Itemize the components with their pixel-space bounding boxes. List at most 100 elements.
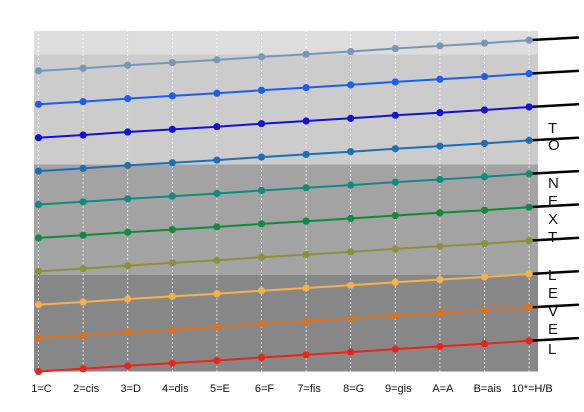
data-point-9-9 bbox=[391, 78, 399, 86]
side-letter-10: E bbox=[548, 321, 559, 338]
data-point-7-7 bbox=[302, 150, 310, 158]
background-bands bbox=[34, 30, 538, 372]
data-point-6-4 bbox=[168, 192, 176, 200]
series-line-2 bbox=[38, 306, 530, 340]
data-point-5-6 bbox=[257, 220, 266, 228]
data-point-7-6 bbox=[257, 153, 266, 161]
data-point-8-9 bbox=[391, 111, 399, 119]
extension-line-2 bbox=[527, 303, 580, 309]
x-tick-label-9: 9=gis bbox=[385, 383, 412, 395]
extension-line-4 bbox=[527, 236, 580, 242]
data-point-9-4 bbox=[168, 92, 176, 100]
data-point-1-9 bbox=[391, 345, 399, 353]
data-point-8-5 bbox=[213, 123, 221, 131]
data-point-9-5 bbox=[213, 89, 221, 97]
data-point-7-2 bbox=[79, 164, 87, 173]
data-point-5-1 bbox=[34, 234, 43, 242]
x-tick-label-12: 10*=H/B bbox=[511, 383, 552, 395]
background-band-3 bbox=[34, 54, 538, 165]
data-point-3-2 bbox=[79, 298, 87, 306]
series-line-3 bbox=[38, 273, 530, 306]
series-line-9 bbox=[38, 72, 530, 106]
series-4 bbox=[34, 236, 533, 275]
data-point-6-8 bbox=[347, 181, 355, 189]
data-point-10-8 bbox=[347, 47, 355, 56]
side-letter-3: N bbox=[548, 175, 559, 192]
side-letter-1: T bbox=[548, 120, 558, 137]
data-point-4-2 bbox=[79, 265, 87, 273]
data-point-1-1 bbox=[34, 367, 43, 376]
data-point-5-11 bbox=[480, 206, 489, 214]
x-tick-labels: 1=C 2=cis 3=D 4=dis 5=E 6=F 7=fis 8=G 9=gis A=A B=… bbox=[31, 383, 552, 395]
data-point-4-11 bbox=[480, 239, 489, 248]
data-point-6-1 bbox=[34, 200, 43, 209]
data-point-2-6 bbox=[257, 320, 266, 328]
background-band-4 bbox=[34, 30, 538, 55]
extension-line-9 bbox=[527, 69, 580, 75]
data-point-3-10 bbox=[436, 276, 444, 284]
extension-line-5 bbox=[527, 203, 580, 209]
data-point-2-2 bbox=[79, 331, 87, 340]
series-line-10 bbox=[38, 39, 530, 72]
series-line-7 bbox=[38, 139, 530, 173]
data-point-1-3 bbox=[124, 362, 132, 370]
data-point-5-4 bbox=[168, 225, 176, 234]
data-point-6-11 bbox=[480, 173, 489, 181]
data-point-3-7 bbox=[302, 284, 310, 292]
data-point-9-11 bbox=[480, 72, 489, 81]
data-point-6-7 bbox=[302, 184, 310, 192]
data-point-3-3 bbox=[124, 295, 132, 303]
data-point-6-2 bbox=[79, 198, 87, 206]
data-point-2-9 bbox=[391, 312, 399, 320]
data-point-4-8 bbox=[347, 248, 355, 256]
data-point-3-9 bbox=[391, 278, 399, 286]
x-tick-label-2: 2=cis bbox=[73, 383, 99, 395]
data-point-8-6 bbox=[257, 120, 266, 128]
data-point-1-10 bbox=[436, 342, 444, 351]
series-8 bbox=[34, 103, 533, 142]
data-point-1-6 bbox=[257, 353, 266, 362]
data-point-1-8 bbox=[347, 348, 355, 356]
data-point-8-10 bbox=[436, 109, 444, 117]
data-point-7-9 bbox=[391, 145, 399, 153]
series-10 bbox=[34, 36, 533, 75]
data-point-2-4 bbox=[168, 326, 176, 334]
data-point-9-7 bbox=[302, 84, 310, 92]
data-point-7-1 bbox=[34, 167, 43, 175]
data-point-10-12 bbox=[525, 36, 533, 44]
data-point-10-4 bbox=[168, 58, 176, 67]
data-point-1-5 bbox=[213, 356, 221, 365]
data-point-8-4 bbox=[168, 125, 176, 133]
data-point-5-5 bbox=[213, 223, 221, 231]
data-point-10-7 bbox=[302, 50, 310, 58]
data-point-2-1 bbox=[34, 334, 43, 342]
series-6 bbox=[34, 170, 533, 209]
data-point-9-12 bbox=[525, 69, 533, 78]
side-letter-11: L bbox=[548, 341, 557, 358]
x-tick-label-11: B=ais bbox=[474, 383, 502, 395]
data-point-7-12 bbox=[525, 136, 533, 144]
data-point-6-3 bbox=[124, 195, 132, 203]
series-9 bbox=[34, 69, 533, 108]
data-point-3-5 bbox=[213, 290, 221, 298]
data-point-9-3 bbox=[124, 95, 132, 103]
extension-line-6 bbox=[527, 169, 580, 176]
data-point-6-10 bbox=[436, 175, 444, 184]
data-point-8-1 bbox=[34, 134, 43, 142]
x-tick-label-3: 3=D bbox=[120, 383, 141, 395]
side-letter-4: E bbox=[548, 193, 559, 210]
data-point-4-4 bbox=[168, 259, 176, 267]
data-point-8-7 bbox=[302, 117, 310, 125]
side-letter-2: O bbox=[548, 137, 560, 154]
data-point-9-6 bbox=[257, 86, 266, 94]
side-letter-6: T bbox=[548, 229, 558, 246]
series-line-5 bbox=[38, 206, 530, 239]
data-point-4-5 bbox=[213, 256, 221, 264]
series-5 bbox=[34, 203, 533, 242]
side-letter-7: L bbox=[548, 267, 557, 284]
data-point-6-6 bbox=[257, 186, 266, 195]
x-tick-label-1: 1=C bbox=[31, 383, 52, 395]
data-point-5-10 bbox=[436, 209, 444, 217]
data-point-10-6 bbox=[257, 53, 266, 61]
